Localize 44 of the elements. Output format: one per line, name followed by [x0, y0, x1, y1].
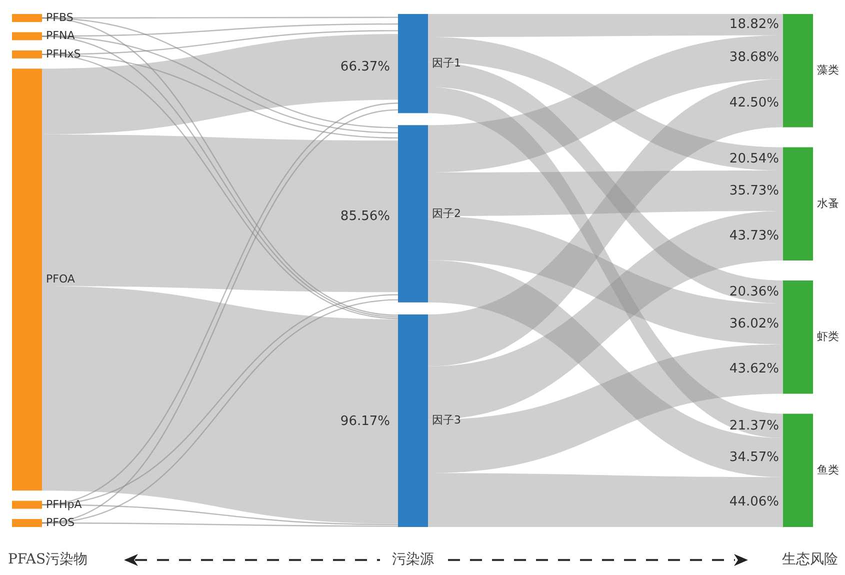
node: PFHxS — [12, 47, 81, 60]
category-label: 因子2 — [432, 206, 461, 220]
category-label: 水蚤 — [817, 196, 839, 210]
data-label: 42.50% — [729, 96, 779, 111]
node: 因子3 — [398, 314, 461, 527]
category-label: 虾类 — [817, 330, 839, 344]
data-label: 18.82% — [729, 17, 779, 32]
node: 水蚤 — [783, 147, 839, 260]
node: PFBS — [12, 11, 74, 24]
data-label: 43.73% — [729, 228, 779, 244]
data-label: 85.56% — [340, 208, 390, 224]
data-label: 20.36% — [729, 284, 779, 300]
category-label: PFBS — [46, 11, 74, 24]
category-label: 因子1 — [432, 56, 461, 70]
data-label: 36.02% — [729, 316, 779, 332]
node: PFOA — [12, 68, 75, 491]
category-label: PFOS — [46, 516, 75, 530]
data-label: 38.68% — [729, 50, 779, 65]
text: PFAS污染物 — [8, 552, 88, 568]
category-label: PFHpA — [46, 498, 82, 511]
text: 污染源 — [392, 552, 434, 568]
data-label: 34.57% — [729, 450, 779, 466]
node: 鱼类 — [783, 414, 839, 527]
data-label: 35.73% — [729, 183, 779, 198]
node: PFHpA — [12, 498, 82, 511]
data-label: 96.17% — [340, 414, 390, 430]
category-label: PFHxS — [46, 47, 81, 60]
node: PFNA — [12, 29, 75, 42]
data-label: 20.54% — [729, 151, 779, 166]
category-label: PFOA — [46, 272, 76, 286]
category-label: 因子3 — [432, 414, 461, 427]
text: 生态风险 — [782, 552, 838, 568]
data-label: 44.06% — [729, 494, 779, 510]
data-label: 66.37% — [340, 59, 390, 74]
data-label: 43.62% — [729, 362, 779, 377]
node: 因子1 — [398, 14, 461, 114]
data-label: 21.37% — [729, 418, 779, 434]
category-label: PFNA — [46, 29, 76, 42]
node: 藻类 — [783, 14, 839, 128]
category-label: 鱼类 — [817, 463, 839, 476]
node: PFOS — [12, 516, 75, 530]
category-label: 藻类 — [817, 64, 839, 77]
node: 虾类 — [783, 280, 839, 394]
node: 因子2 — [398, 125, 461, 302]
